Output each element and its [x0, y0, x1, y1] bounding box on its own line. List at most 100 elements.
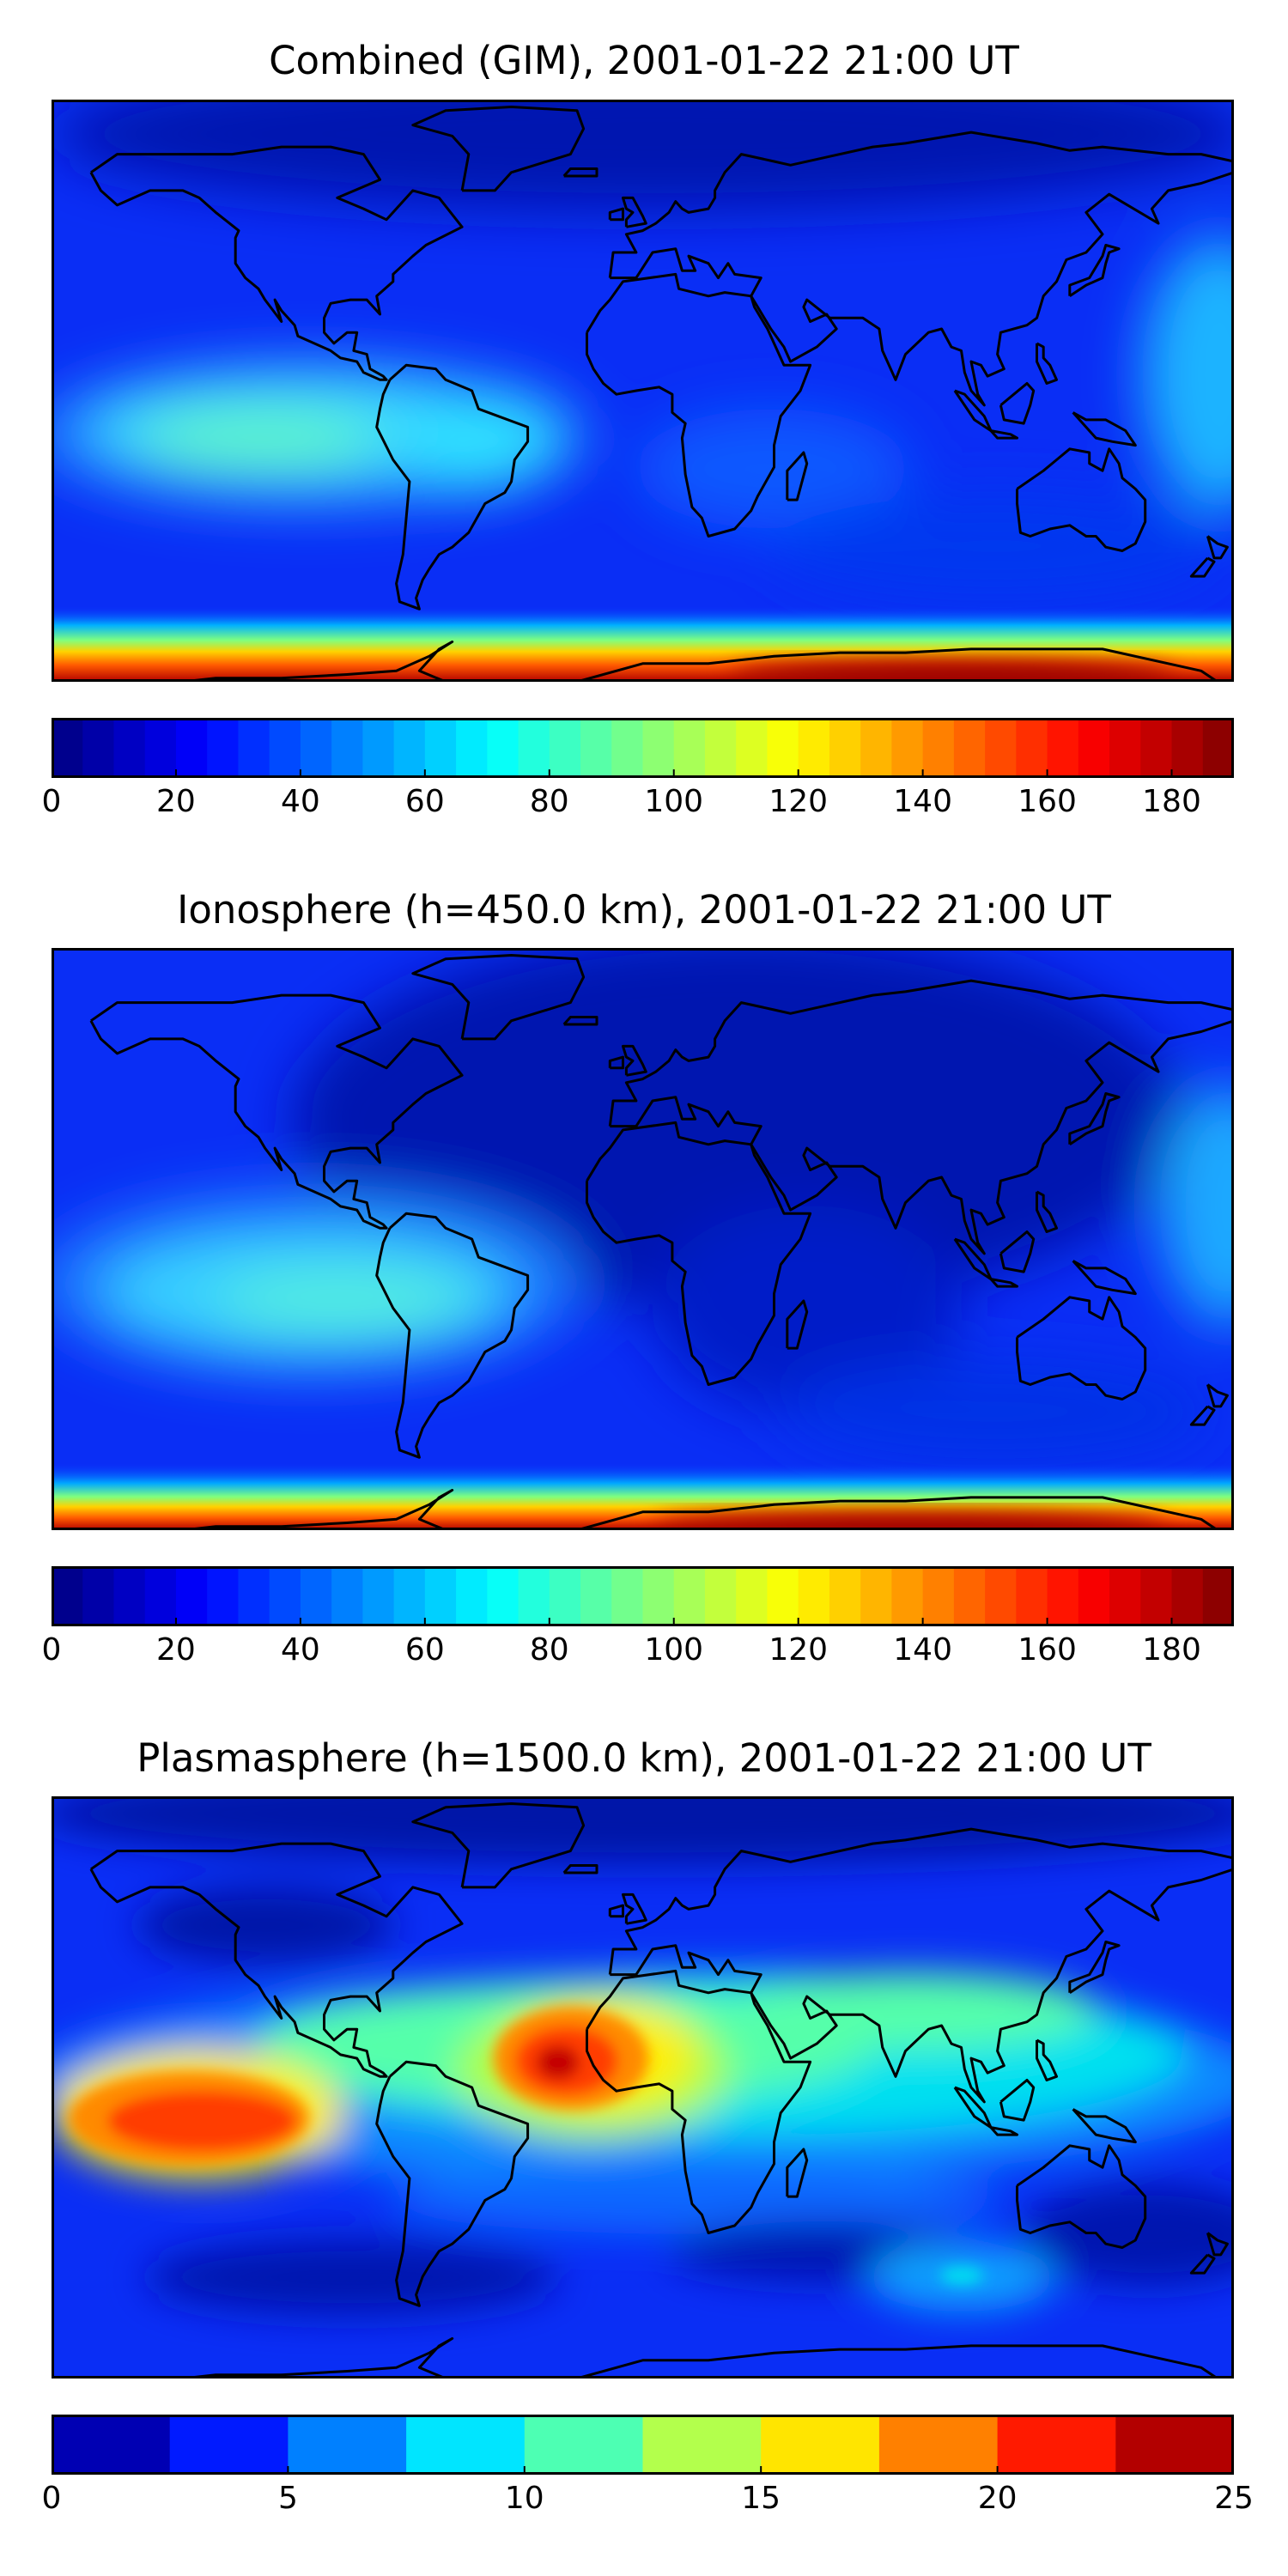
coastline	[989, 1278, 1018, 1288]
panel-2-tick-label: 140	[893, 1632, 952, 1668]
coastline	[562, 1016, 598, 1026]
colorbar-level	[767, 1566, 799, 1626]
colorbar-level	[331, 718, 363, 778]
colorbar-level	[487, 718, 519, 778]
colorbar-level	[269, 1566, 301, 1626]
panel-2-colorbar	[52, 1566, 1234, 1626]
colorbar-level	[393, 1566, 426, 1626]
colorbar-level	[767, 718, 799, 778]
panel-1-tick-label: 160	[1018, 784, 1077, 819]
coastline	[999, 2079, 1036, 2122]
coastline	[608, 1827, 1234, 2104]
colorbar-level	[175, 718, 208, 778]
colorbar-level	[891, 718, 924, 778]
colorbar-level	[953, 1566, 986, 1626]
colorbar-level	[144, 718, 177, 778]
panel-3-map	[52, 1796, 1234, 2379]
colorbar-level	[611, 1566, 644, 1626]
coastline	[375, 1212, 530, 1459]
colorbar-level	[524, 2415, 644, 2475]
colorbar-level	[736, 718, 769, 778]
coastline	[586, 272, 812, 538]
colorbar-level	[1047, 1566, 1079, 1626]
coastline	[1072, 1260, 1137, 1296]
colorbar-level	[362, 718, 395, 778]
colorbar-level	[736, 1566, 769, 1626]
colorbar-level	[580, 1566, 612, 1626]
colorbar-level	[82, 718, 115, 778]
colorbar-level	[985, 718, 1017, 778]
colorbar-level	[704, 1566, 737, 1626]
coastline	[562, 1864, 598, 1874]
colorbar-level	[1171, 718, 1204, 778]
colorbar-level	[1115, 2415, 1234, 2475]
panel-3-title: Plasmasphere (h=1500.0 km), 2001-01-22 2…	[137, 1735, 1151, 1781]
panel-1-tick-label: 80	[529, 784, 569, 819]
panel-1-tick-label: 40	[280, 784, 320, 819]
colorbar-level	[1171, 1566, 1204, 1626]
panel-2-tick-label: 0	[41, 1632, 62, 1668]
coastline	[622, 1044, 647, 1077]
coastline	[1036, 342, 1058, 385]
panel-1-tick-label: 120	[769, 784, 829, 819]
panel-2-coastlines	[89, 954, 1234, 1530]
coastline	[1016, 1296, 1147, 1400]
colorbar-level	[175, 1566, 208, 1626]
coastline	[1068, 1941, 1121, 1995]
panel-2-tick-label: 160	[1018, 1632, 1077, 1668]
colorbar-level	[985, 1566, 1017, 1626]
panel-3-tick-label: 0	[41, 2481, 62, 2516]
colorbar-level	[549, 718, 581, 778]
coastline	[411, 954, 586, 1041]
colorbar-level	[518, 718, 550, 778]
panel-1-tick-label: 20	[156, 784, 196, 819]
coastline	[1206, 1383, 1229, 1408]
colorbar-level	[1202, 718, 1234, 778]
colorbar-level	[424, 1566, 457, 1626]
colorbar-level	[997, 2415, 1116, 2475]
colorbar-level	[549, 1566, 581, 1626]
colorbar-level	[424, 718, 457, 778]
colorbar-level	[1202, 1566, 1234, 1626]
colorbar-level	[642, 2415, 762, 2475]
coastline	[1189, 1405, 1216, 1426]
panel-1-tick-label: 140	[893, 784, 952, 819]
panel-1-tick-label: 100	[644, 784, 704, 819]
coastline	[375, 2060, 530, 2307]
coastline	[1206, 2232, 1229, 2257]
colorbar-level	[798, 1566, 830, 1626]
colorbar-level	[113, 1566, 146, 1626]
panel-1-colorbar	[52, 718, 1234, 778]
panel-2-tick-label: 120	[769, 1632, 829, 1668]
colorbar-level	[82, 1566, 115, 1626]
panel-2-map	[52, 948, 1234, 1530]
coastline	[608, 1904, 624, 1918]
coastline	[171, 640, 1220, 682]
coastline	[999, 382, 1036, 425]
colorbar-level	[829, 1566, 861, 1626]
colorbar-level	[642, 1566, 675, 1626]
colorbar-level	[52, 718, 83, 778]
colorbar-level	[1109, 718, 1141, 778]
coastline	[608, 207, 624, 222]
coastline	[1068, 1092, 1121, 1146]
colorbar-level	[207, 1566, 240, 1626]
colorbar-level	[798, 718, 830, 778]
colorbar-level	[288, 2415, 407, 2475]
colorbar-level	[331, 1566, 363, 1626]
colorbar-level	[1016, 718, 1048, 778]
colorbar-level	[891, 1566, 924, 1626]
coastline	[608, 979, 1234, 1255]
coastline	[1016, 447, 1147, 552]
colorbar-frame	[52, 1566, 1234, 1626]
coastline	[953, 389, 993, 433]
colorbar-level	[1140, 1566, 1173, 1626]
colorbar-level	[169, 2415, 289, 2475]
coastline	[411, 106, 586, 192]
colorbar-level	[953, 718, 986, 778]
coastline	[1189, 556, 1216, 578]
colorbar-level	[238, 1566, 270, 1626]
colorbar-level	[1109, 1566, 1141, 1626]
coastline	[608, 131, 1234, 407]
coastline	[375, 363, 530, 611]
